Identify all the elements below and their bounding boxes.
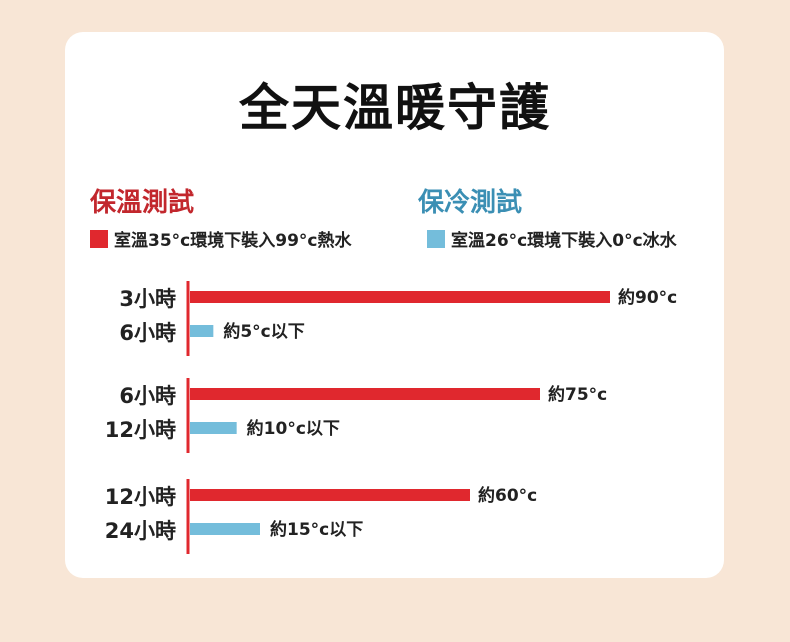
hot-legend-swatch bbox=[90, 229, 108, 248]
cold-bar-category-label: 24小時 bbox=[105, 519, 176, 543]
hot-bar bbox=[190, 489, 470, 501]
content-card bbox=[65, 32, 724, 578]
cold-bar bbox=[190, 422, 237, 434]
cold-bar bbox=[190, 523, 260, 535]
hot-test-heading: 保溫測試 bbox=[90, 188, 195, 218]
page-title: 全天溫暖守護 bbox=[239, 79, 551, 137]
hot-bar-value-label: 約75°c bbox=[548, 384, 607, 405]
cold-legend-label: 室溫26°c環境下裝入0°c冰水 bbox=[451, 231, 677, 251]
hot-bar-value-label: 約60°c bbox=[478, 485, 537, 506]
cold-bar-value-label: 約15°c以下 bbox=[270, 519, 363, 540]
cold-bar-value-label: 約10°c以下 bbox=[247, 418, 340, 439]
hot-bar bbox=[190, 291, 610, 303]
hot-bar-category-label: 12小時 bbox=[105, 485, 176, 509]
cold-legend-swatch bbox=[427, 229, 445, 248]
hot-bar-value-label: 約90°c bbox=[618, 287, 677, 308]
hot-legend: 室溫35°c環境下裝入99°c熱水 bbox=[90, 226, 351, 251]
cold-bar-category-label: 12小時 bbox=[105, 418, 176, 442]
cold-bar-category-label: 6小時 bbox=[119, 321, 176, 345]
hot-bar-category-label: 3小時 bbox=[119, 287, 176, 311]
cold-bar bbox=[190, 325, 214, 337]
hot-legend-label: 室溫35°c環境下裝入99°c熱水 bbox=[114, 231, 352, 251]
hot-bar-category-label: 6小時 bbox=[119, 384, 176, 408]
cold-legend: 室溫26°c環境下裝入0°c冰水 bbox=[427, 226, 677, 251]
hot-bar bbox=[190, 388, 540, 400]
cold-test-heading: 保冷測試 bbox=[418, 188, 523, 218]
cold-bar-value-label: 約5°c以下 bbox=[223, 321, 304, 342]
